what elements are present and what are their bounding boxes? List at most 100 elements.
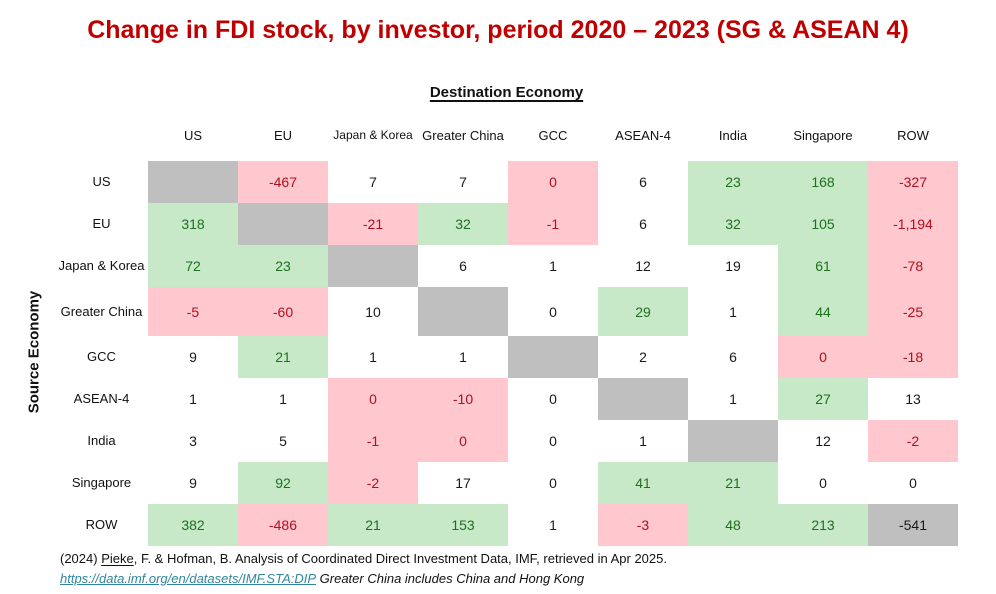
table-row: ASEAN-4 1 1 0 -10 0 1 27 13 <box>55 378 958 420</box>
table-row: US -467 7 7 0 6 23 168 -327 <box>55 161 958 203</box>
footnote-author: Pieke <box>101 551 134 566</box>
matrix-cell: 61 <box>778 245 868 287</box>
matrix-cell: 9 <box>148 462 238 504</box>
matrix-cell: 9 <box>148 336 238 378</box>
matrix-cell <box>508 336 598 378</box>
matrix-cell: 0 <box>508 287 598 336</box>
matrix-cell: 12 <box>778 420 868 462</box>
column-header: Singapore <box>778 110 868 161</box>
page-title: Change in FDI stock, by investor, period… <box>87 16 909 44</box>
matrix-cell: 0 <box>508 462 598 504</box>
matrix-cell: -3 <box>598 504 688 546</box>
row-label: Japan & Korea <box>55 245 148 287</box>
matrix-cell: -1,194 <box>868 203 958 245</box>
matrix-cell <box>598 378 688 420</box>
matrix-cell: 19 <box>688 245 778 287</box>
matrix-cell: 105 <box>778 203 868 245</box>
matrix-cell <box>688 420 778 462</box>
corner-cell <box>55 110 148 161</box>
matrix-cell <box>418 287 508 336</box>
matrix-cell: 6 <box>688 336 778 378</box>
matrix-cell: 92 <box>238 462 328 504</box>
matrix-cell: 41 <box>598 462 688 504</box>
table-row: EU 318 -21 32 -1 6 32 105 -1,194 <box>55 203 958 245</box>
table-row: ROW 382 -486 21 153 1 -3 48 213 -541 <box>55 504 958 546</box>
column-header: ROW <box>868 110 958 161</box>
matrix-cell: -18 <box>868 336 958 378</box>
table-row: GCC 9 21 1 1 2 6 0 -18 <box>55 336 958 378</box>
matrix-cell: 27 <box>778 378 868 420</box>
destination-economy-label: Destination Economy <box>429 84 584 101</box>
column-header: Greater China <box>418 110 508 161</box>
matrix-cell: 6 <box>418 245 508 287</box>
footnote-line2: https://data.imf.org/en/datasets/IMF.STA… <box>60 569 667 589</box>
matrix-cell: 0 <box>328 378 418 420</box>
table-row: Singapore 9 92 -2 17 0 41 21 0 0 <box>55 462 958 504</box>
matrix-cell: 0 <box>508 420 598 462</box>
matrix-cell: 0 <box>868 462 958 504</box>
matrix-cell: 7 <box>328 161 418 203</box>
matrix-cell: 1 <box>238 378 328 420</box>
matrix-cell: -1 <box>508 203 598 245</box>
matrix-cell: 32 <box>688 203 778 245</box>
row-label: EU <box>55 203 148 245</box>
matrix-cell: -1 <box>328 420 418 462</box>
column-header: India <box>688 110 778 161</box>
matrix-header: US EU Japan & Korea Greater China GCC ASEAN-4… <box>55 110 958 161</box>
matrix-cell: 23 <box>238 245 328 287</box>
matrix-body: US -467 7 7 0 6 23 168 -327 EU 318 -21 32 -1 6 32 105 -1,… <box>55 161 958 546</box>
matrix-cell: -2 <box>868 420 958 462</box>
column-header: GCC <box>508 110 598 161</box>
matrix-cell: 10 <box>328 287 418 336</box>
matrix-cell: 6 <box>598 203 688 245</box>
matrix-cell: 72 <box>148 245 238 287</box>
matrix-cell: -21 <box>328 203 418 245</box>
matrix-cell: 0 <box>508 161 598 203</box>
matrix-cell: 17 <box>418 462 508 504</box>
matrix-cell: 1 <box>508 245 598 287</box>
matrix-cell: 21 <box>328 504 418 546</box>
matrix-cell: 153 <box>418 504 508 546</box>
column-header: EU <box>238 110 328 161</box>
matrix-cell <box>238 203 328 245</box>
matrix-cell: 318 <box>148 203 238 245</box>
matrix-cell: 0 <box>778 462 868 504</box>
table-row: Japan & Korea 72 23 6 1 12 19 61 -78 <box>55 245 958 287</box>
matrix-cell: 7 <box>418 161 508 203</box>
table-row: India 3 5 -1 0 0 1 12 -2 <box>55 420 958 462</box>
matrix-cell: -5 <box>148 287 238 336</box>
dataset-link[interactable]: https://data.imf.org/en/datasets/IMF.STA… <box>60 570 317 586</box>
matrix-cell: 1 <box>328 336 418 378</box>
row-label: ASEAN-4 <box>55 378 148 420</box>
matrix-cell: 382 <box>148 504 238 546</box>
matrix-cell: -2 <box>328 462 418 504</box>
matrix-cell <box>328 245 418 287</box>
matrix-cell: -25 <box>868 287 958 336</box>
footnote-note: Greater China includes China and Hong Ko… <box>319 570 585 586</box>
matrix-cell: 1 <box>148 378 238 420</box>
matrix-cell: 1 <box>598 420 688 462</box>
matrix-cell: -327 <box>868 161 958 203</box>
matrix-cell: -541 <box>868 504 958 546</box>
matrix-cell: -467 <box>238 161 328 203</box>
matrix-cell: 12 <box>598 245 688 287</box>
row-label: Singapore <box>55 462 148 504</box>
matrix-cell: -60 <box>238 287 328 336</box>
row-label: GCC <box>55 336 148 378</box>
table-row: Greater China -5 -60 10 0 29 1 44 -25 <box>55 287 958 336</box>
column-header: US <box>148 110 238 161</box>
matrix-cell: -10 <box>418 378 508 420</box>
matrix-cell: 213 <box>778 504 868 546</box>
fdi-matrix-table: US EU Japan & Korea Greater China GCC ASEAN-4… <box>55 110 958 546</box>
matrix-cell: -78 <box>868 245 958 287</box>
source-economy-label: Source Economy <box>25 290 43 414</box>
matrix-cell <box>148 161 238 203</box>
matrix-cell: 1 <box>688 287 778 336</box>
column-header: Japan & Korea <box>328 110 418 161</box>
matrix-cell: 21 <box>238 336 328 378</box>
matrix-cell: 1 <box>508 504 598 546</box>
source-footnote: (2024) Pieke, F. & Hofman, B. Analysis o… <box>60 549 667 588</box>
matrix-cell: 29 <box>598 287 688 336</box>
matrix-cell: 0 <box>418 420 508 462</box>
